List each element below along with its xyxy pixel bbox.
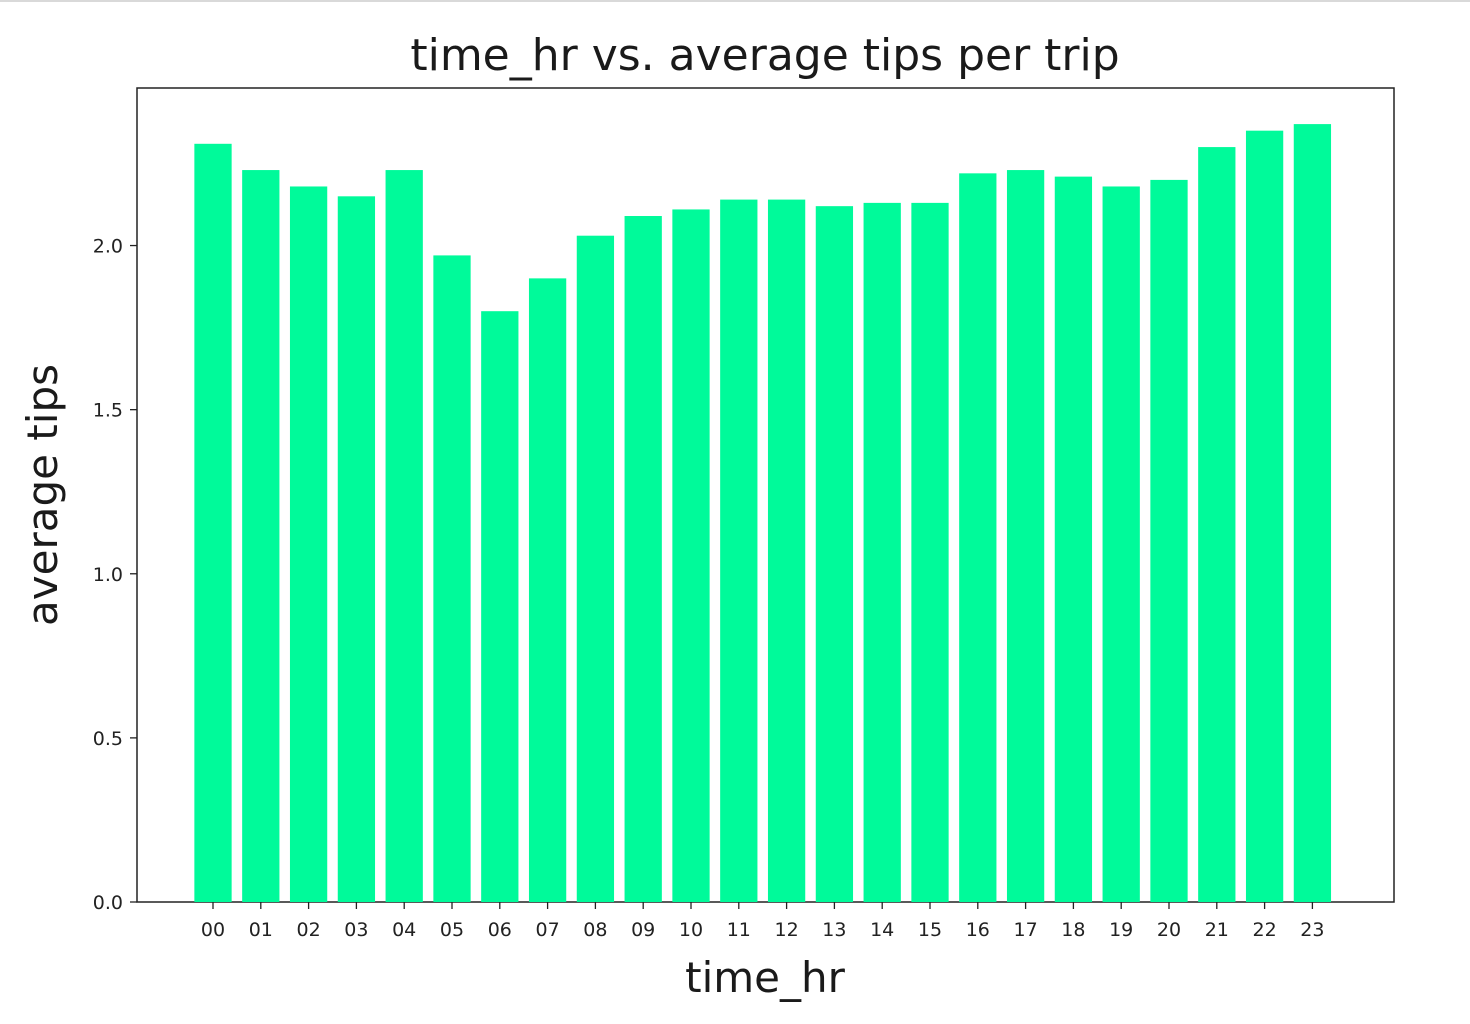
x-tick-label: 12 xyxy=(775,919,799,941)
y-axis-label: average tips xyxy=(18,364,67,626)
bar-03 xyxy=(337,196,376,902)
bar-16 xyxy=(959,173,997,903)
bar-10 xyxy=(672,209,710,902)
y-axis-ticks: 0.0 0.5 1.0 1.5 2.0 xyxy=(93,236,137,914)
bar-12 xyxy=(767,199,806,903)
bar-22 xyxy=(1245,130,1284,903)
y-tick-label: 1.0 xyxy=(93,564,123,586)
x-tick-label: 17 xyxy=(1014,919,1038,941)
bar-09 xyxy=(624,216,662,902)
y-tick-label: 0.5 xyxy=(93,728,123,750)
bar-05 xyxy=(433,255,471,902)
bar-18 xyxy=(1054,176,1093,902)
x-tick-label: 08 xyxy=(583,919,607,941)
bar-01 xyxy=(242,170,280,902)
x-tick-label: 23 xyxy=(1300,919,1324,941)
y-tick-label: 0.0 xyxy=(93,892,123,914)
x-tick-label: 21 xyxy=(1205,919,1229,941)
y-tick-label: 1.5 xyxy=(93,400,123,422)
x-tick-label: 07 xyxy=(536,919,560,941)
bar-06 xyxy=(481,311,519,902)
chart-title: time_hr vs. average tips per trip xyxy=(410,30,1119,81)
x-tick-label: 09 xyxy=(631,919,655,941)
x-tick-label: 10 xyxy=(679,919,703,941)
x-tick-label: 22 xyxy=(1253,919,1277,941)
x-tick-label: 13 xyxy=(822,919,846,941)
y-tick-label: 2.0 xyxy=(93,236,123,258)
x-tick-label: 11 xyxy=(727,919,751,941)
x-tick-label: 01 xyxy=(249,919,273,941)
x-tick-label: 06 xyxy=(488,919,512,941)
bar-04 xyxy=(385,170,423,902)
bar-02 xyxy=(289,186,328,903)
bar-19 xyxy=(1102,186,1140,903)
x-tick-label: 18 xyxy=(1061,919,1085,941)
plot-area: 00 01 02 03 04 05 06 07 08 09 10 11 12 13 14 15 16 17 18 19… xyxy=(93,87,1395,941)
plot-frame xyxy=(136,87,1395,903)
x-tick-label: 16 xyxy=(966,919,990,941)
x-tick-label: 03 xyxy=(344,919,368,941)
x-tick-label: 20 xyxy=(1157,919,1181,941)
top-divider xyxy=(0,0,1470,2)
bar-00 xyxy=(194,143,232,903)
x-tick-label: 05 xyxy=(440,919,464,941)
x-tick-label: 04 xyxy=(392,919,416,941)
x-tick-label: 02 xyxy=(297,919,321,941)
bar-20 xyxy=(1150,179,1188,902)
x-axis-label: time_hr xyxy=(685,953,846,1002)
bar-07 xyxy=(528,278,567,902)
bars xyxy=(194,124,1332,903)
x-tick-label: 15 xyxy=(918,919,942,941)
x-tick-label: 14 xyxy=(870,919,894,941)
bar-11 xyxy=(720,199,758,903)
bar-13 xyxy=(815,206,854,902)
bar-23 xyxy=(1293,124,1332,903)
x-tick-label: 19 xyxy=(1109,919,1133,941)
bar-17 xyxy=(1006,170,1045,902)
x-tick-label: 00 xyxy=(201,919,225,941)
bar-15 xyxy=(911,202,949,902)
bar-08 xyxy=(576,235,615,902)
bar-14 xyxy=(863,202,901,902)
bar-21 xyxy=(1198,147,1236,902)
x-axis-ticks: 00 01 02 03 04 05 06 07 08 09 10 11 12 13 14 15 16 17 18 19… xyxy=(201,902,1324,941)
